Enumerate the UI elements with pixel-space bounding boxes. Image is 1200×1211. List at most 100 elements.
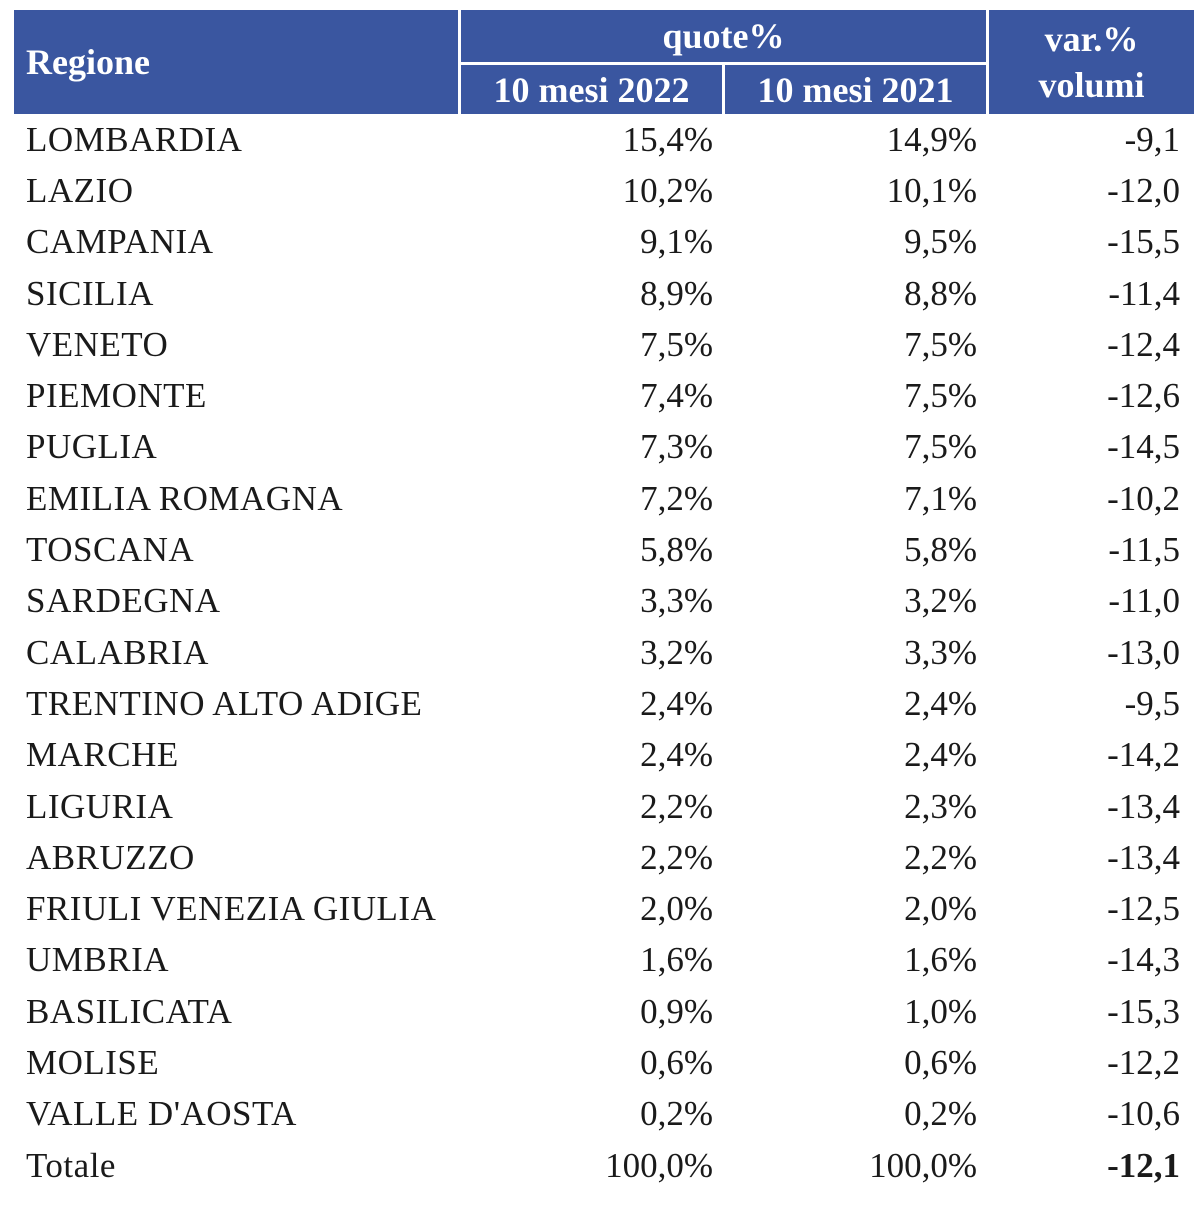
share-2021: 2,4% — [904, 683, 978, 723]
share-2021: 7,5% — [904, 376, 978, 416]
share-2021: 14,9% — [886, 119, 978, 159]
header-variation: var.% volumi — [989, 10, 1195, 114]
share-2021: 1,6% — [904, 940, 978, 980]
volume-variation: -14,5 — [1107, 427, 1181, 467]
share-2021: 7,5% — [904, 427, 978, 467]
table-row: VENETO 7,5% 7,5% -12,4 — [14, 319, 1194, 370]
volume-variation: -10,2 — [1107, 478, 1181, 518]
table-row: LIGURIA 2,2% 2,3% -13,4 — [14, 781, 1194, 832]
share-2022: 2,4% — [640, 735, 713, 775]
table-body: LOMBARDIA 15,4% 14,9% -9,1 LAZIO 10,2% 10,1% -1… — [14, 114, 1194, 1191]
table-row: TOSCANA 5,8% 5,8% -11,5 — [14, 524, 1194, 575]
volume-variation: -13,4 — [1107, 786, 1181, 826]
region-name: LOMBARDIA — [26, 119, 243, 159]
table-row: CALABRIA 3,2% 3,3% -13,0 — [14, 627, 1194, 678]
region-name: PUGLIA — [26, 427, 158, 467]
share-2021: 9,5% — [904, 222, 978, 262]
volume-variation: -13,0 — [1107, 632, 1181, 672]
table-row: LAZIO 10,2% 10,1% -12,0 — [14, 165, 1194, 216]
share-2021: 2,4% — [904, 735, 978, 775]
header-variation-line1: var.% — [1044, 19, 1139, 59]
share-2022: 5,8% — [640, 530, 713, 570]
share-2022: 7,2% — [640, 478, 713, 518]
table-row: SICILIA 8,9% 8,8% -11,4 — [14, 268, 1194, 319]
share-2021: 8,8% — [904, 273, 978, 313]
share-2022: 2,4% — [640, 683, 713, 723]
header-row-top: Regione quote% var.% volumi — [14, 10, 1195, 114]
table-row: SARDEGNA 3,3% 3,2% -11,0 — [14, 576, 1194, 627]
share-2022: 7,4% — [640, 376, 713, 416]
share-2021: 3,3% — [904, 632, 978, 672]
table-row: MARCHE 2,4% 2,4% -14,2 — [14, 730, 1194, 781]
share-2022: 2,2% — [640, 786, 713, 826]
region-name: LIGURIA — [26, 786, 174, 826]
header-region: Regione — [14, 10, 461, 114]
region-name: TOSCANA — [26, 530, 195, 570]
share-2021: 2,3% — [904, 786, 978, 826]
region-name: SICILIA — [26, 273, 154, 313]
share-2022: 7,3% — [640, 427, 713, 467]
table-row: TRENTINO ALTO ADIGE 2,4% 2,4% -9,5 — [14, 678, 1194, 729]
volume-variation: -12,2 — [1107, 1042, 1181, 1082]
share-2022: 8,9% — [640, 273, 713, 313]
header-row-sub: 10 mesi 2022 10 mesi 2021 — [14, 65, 1194, 114]
share-2021: 7,5% — [904, 324, 978, 364]
total-share-2021: 100,0% — [869, 1145, 978, 1185]
region-name: MOLISE — [26, 1042, 160, 1082]
table-row: PUGLIA 7,3% 7,5% -14,5 — [14, 422, 1194, 473]
region-name: SARDEGNA — [26, 581, 221, 621]
region-name: UMBRIA — [26, 940, 170, 980]
volume-variation: -10,6 — [1107, 1094, 1181, 1134]
volume-variation: -12,6 — [1107, 376, 1181, 416]
table-row: BASILICATA 0,9% 1,0% -15,3 — [14, 986, 1194, 1037]
header-quote-group: quote% — [461, 10, 990, 65]
table-row: LOMBARDIA 15,4% 14,9% -9,1 — [14, 114, 1194, 165]
share-2022: 9,1% — [640, 222, 713, 262]
volume-variation: -11,5 — [1108, 530, 1181, 570]
volume-variation: -14,2 — [1107, 735, 1181, 775]
table-row: CAMPANIA 9,1% 9,5% -15,5 — [14, 217, 1194, 268]
table-row: EMILIA ROMAGNA 7,2% 7,1% -10,2 — [14, 473, 1194, 524]
total-label: Totale — [26, 1145, 116, 1185]
volume-variation: -14,3 — [1107, 940, 1181, 980]
share-2021: 1,0% — [904, 991, 978, 1031]
share-2022: 15,4% — [622, 119, 713, 159]
volume-variation: -13,4 — [1107, 837, 1181, 877]
region-name: MARCHE — [26, 735, 179, 775]
table-row: UMBRIA 1,6% 1,6% -14,3 — [14, 935, 1194, 986]
share-2022: 0,6% — [640, 1042, 713, 1082]
share-2021: 0,2% — [904, 1094, 978, 1134]
share-2022: 10,2% — [622, 170, 713, 210]
share-2021: 0,6% — [904, 1042, 978, 1082]
share-2021: 7,1% — [904, 478, 978, 518]
region-name: ABRUZZO — [26, 837, 195, 877]
volume-variation: -9,5 — [1124, 683, 1181, 723]
volume-variation: -12,5 — [1107, 889, 1181, 929]
share-2021: 2,2% — [904, 837, 978, 877]
share-2022: 7,5% — [640, 324, 713, 364]
total-share-2022: 100,0% — [605, 1145, 713, 1185]
volume-variation: -9,1 — [1124, 119, 1181, 159]
region-name: BASILICATA — [26, 991, 233, 1031]
region-name: CAMPANIA — [26, 222, 214, 262]
region-name: VALLE D'AOSTA — [26, 1094, 297, 1134]
region-name: EMILIA ROMAGNA — [26, 478, 344, 518]
volume-variation: -11,0 — [1108, 581, 1181, 621]
region-share-table: Regione quote% var.% volumi 10 mesi 2022… — [14, 10, 1195, 1191]
region-name: CALABRIA — [26, 632, 209, 672]
header-variation-line2: volumi — [1038, 65, 1145, 105]
volume-variation: -12,4 — [1107, 324, 1181, 364]
share-2022: 2,2% — [640, 837, 713, 877]
share-2022: 2,0% — [640, 889, 713, 929]
table-header: Regione quote% var.% volumi 10 mesi 2022… — [14, 10, 1195, 114]
volume-variation: -15,3 — [1107, 991, 1181, 1031]
share-2021: 3,2% — [904, 581, 978, 621]
table-row: FRIULI VENEZIA GIULIA 2,0% 2,0% -12,5 — [14, 883, 1194, 934]
region-name: VENETO — [26, 324, 169, 364]
table-row: PIEMONTE 7,4% 7,5% -12,6 — [14, 370, 1194, 421]
table-row: ABRUZZO 2,2% 2,2% -13,4 — [14, 832, 1194, 883]
volume-variation: -11,4 — [1108, 273, 1181, 313]
region-name: TRENTINO ALTO ADIGE — [26, 683, 423, 723]
total-volume-variation: -12,1 — [1107, 1145, 1181, 1185]
share-2022: 0,9% — [640, 991, 713, 1031]
